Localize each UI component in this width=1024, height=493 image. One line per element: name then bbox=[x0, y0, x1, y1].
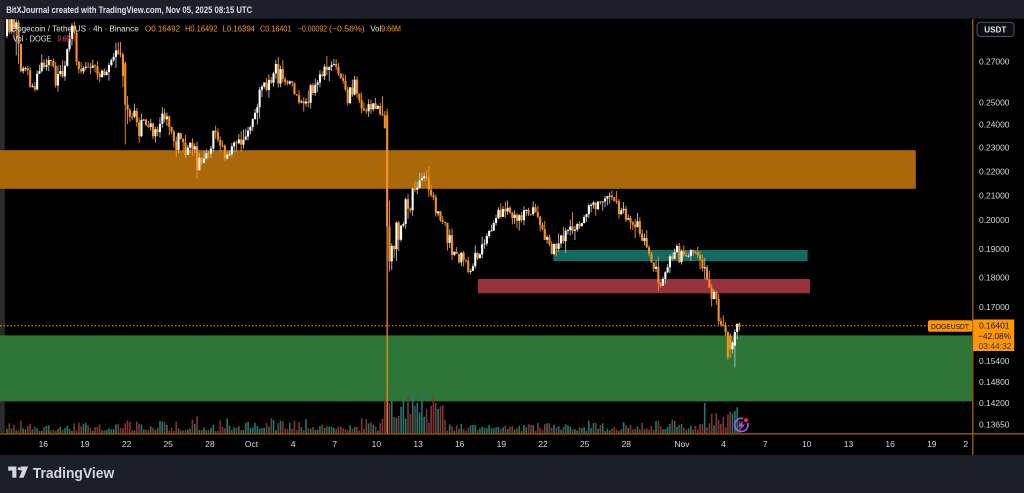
svg-text:USDT: USDT bbox=[984, 25, 1006, 34]
svg-text:4: 4 bbox=[291, 439, 296, 449]
svg-text:19: 19 bbox=[497, 439, 507, 449]
svg-text:0.20000: 0.20000 bbox=[979, 215, 1010, 225]
svg-text:13: 13 bbox=[844, 439, 854, 449]
svg-text:0.16401: 0.16401 bbox=[979, 321, 1010, 331]
svg-text:7: 7 bbox=[763, 439, 768, 449]
svg-text:Dogecoin / TetherUS · 4h · Bin: Dogecoin / TetherUS · 4h · Binance bbox=[11, 25, 139, 34]
svg-text:9.66M: 9.66M bbox=[58, 35, 76, 44]
svg-text:28: 28 bbox=[205, 439, 215, 449]
svg-text:O0.16492: O0.16492 bbox=[145, 25, 181, 34]
svg-text:0.17000: 0.17000 bbox=[979, 302, 1010, 312]
svg-text:0.15400: 0.15400 bbox=[979, 356, 1010, 366]
svg-text:10: 10 bbox=[372, 439, 382, 449]
svg-text:16: 16 bbox=[39, 439, 49, 449]
svg-text:13: 13 bbox=[413, 439, 423, 449]
svg-text:−0.00092: −0.00092 bbox=[298, 25, 327, 34]
svg-text:TradingView: TradingView bbox=[33, 465, 115, 482]
svg-text:BitXJournal created with Tradi: BitXJournal created with TradingView.com… bbox=[6, 5, 252, 15]
svg-text:22: 22 bbox=[538, 439, 548, 449]
svg-text:0.21000: 0.21000 bbox=[979, 191, 1010, 201]
svg-text:19: 19 bbox=[80, 439, 90, 449]
svg-text:0.24000: 0.24000 bbox=[979, 120, 1010, 130]
svg-text:Vol · DOGE: Vol · DOGE bbox=[13, 35, 51, 44]
svg-text:0.18000: 0.18000 bbox=[979, 272, 1010, 282]
svg-text:Vol: Vol bbox=[370, 25, 381, 34]
svg-text:(−0.56%): (−0.56%) bbox=[329, 25, 365, 34]
svg-text:0.13650: 0.13650 bbox=[979, 419, 1010, 429]
svg-text:−42.08%: −42.08% bbox=[978, 331, 1011, 341]
svg-text:19: 19 bbox=[927, 439, 937, 449]
svg-text:28: 28 bbox=[622, 439, 632, 449]
svg-text:0.27000: 0.27000 bbox=[979, 57, 1010, 67]
svg-text:7: 7 bbox=[332, 439, 337, 449]
svg-text:0.22000: 0.22000 bbox=[979, 166, 1010, 176]
svg-text:16: 16 bbox=[885, 439, 895, 449]
svg-text:0.23000: 0.23000 bbox=[979, 142, 1010, 152]
svg-text:0.19000: 0.19000 bbox=[979, 244, 1010, 254]
svg-text:25: 25 bbox=[163, 439, 173, 449]
svg-text:0.25000: 0.25000 bbox=[979, 98, 1010, 108]
svg-text:C0.16401: C0.16401 bbox=[260, 25, 292, 34]
svg-text:22: 22 bbox=[122, 439, 132, 449]
svg-text:0.14800: 0.14800 bbox=[979, 377, 1010, 387]
svg-text:L0.16394: L0.16394 bbox=[223, 25, 256, 34]
svg-text:0.14200: 0.14200 bbox=[979, 398, 1010, 408]
svg-text:Oct: Oct bbox=[245, 439, 259, 449]
svg-text:2: 2 bbox=[963, 439, 968, 449]
svg-text:Nov: Nov bbox=[674, 439, 690, 449]
svg-text:03:44:32: 03:44:32 bbox=[979, 341, 1012, 351]
svg-text:16: 16 bbox=[455, 439, 465, 449]
svg-text:9.66M: 9.66M bbox=[381, 25, 401, 34]
svg-text:DOGEUSDT: DOGEUSDT bbox=[931, 322, 969, 331]
svg-text:H0.16492: H0.16492 bbox=[185, 25, 218, 34]
svg-text:4: 4 bbox=[721, 439, 726, 449]
svg-text:25: 25 bbox=[580, 439, 590, 449]
svg-text:10: 10 bbox=[802, 439, 812, 449]
